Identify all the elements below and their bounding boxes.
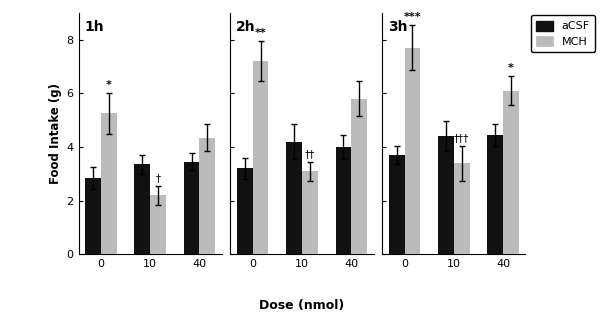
Bar: [336, 147, 352, 254]
Y-axis label: Food Intake (g): Food Intake (g): [50, 83, 62, 184]
Bar: [199, 138, 215, 254]
Text: ***: ***: [403, 11, 421, 22]
Bar: [438, 136, 454, 254]
Text: †††: †††: [454, 133, 469, 143]
Bar: [286, 142, 302, 254]
Bar: [101, 114, 117, 254]
Bar: [389, 155, 405, 254]
Bar: [150, 195, 166, 254]
Text: 2h: 2h: [236, 20, 255, 34]
Bar: [503, 91, 519, 254]
Text: **: **: [255, 28, 266, 38]
Text: 1h: 1h: [84, 20, 104, 34]
Text: ††: ††: [305, 149, 315, 159]
Text: Dose (nmol): Dose (nmol): [259, 299, 345, 312]
Bar: [487, 135, 503, 254]
Bar: [252, 61, 268, 254]
Bar: [85, 178, 101, 254]
Bar: [302, 171, 318, 254]
Bar: [405, 48, 420, 254]
Text: *: *: [106, 80, 112, 90]
Text: 3h: 3h: [388, 20, 408, 34]
Text: *: *: [508, 63, 514, 73]
Legend: aCSF, MCH: aCSF, MCH: [531, 15, 596, 52]
Text: †: †: [155, 173, 161, 183]
Bar: [184, 162, 199, 254]
Bar: [237, 169, 252, 254]
Bar: [134, 164, 150, 254]
Bar: [352, 99, 367, 254]
Bar: [454, 163, 470, 254]
